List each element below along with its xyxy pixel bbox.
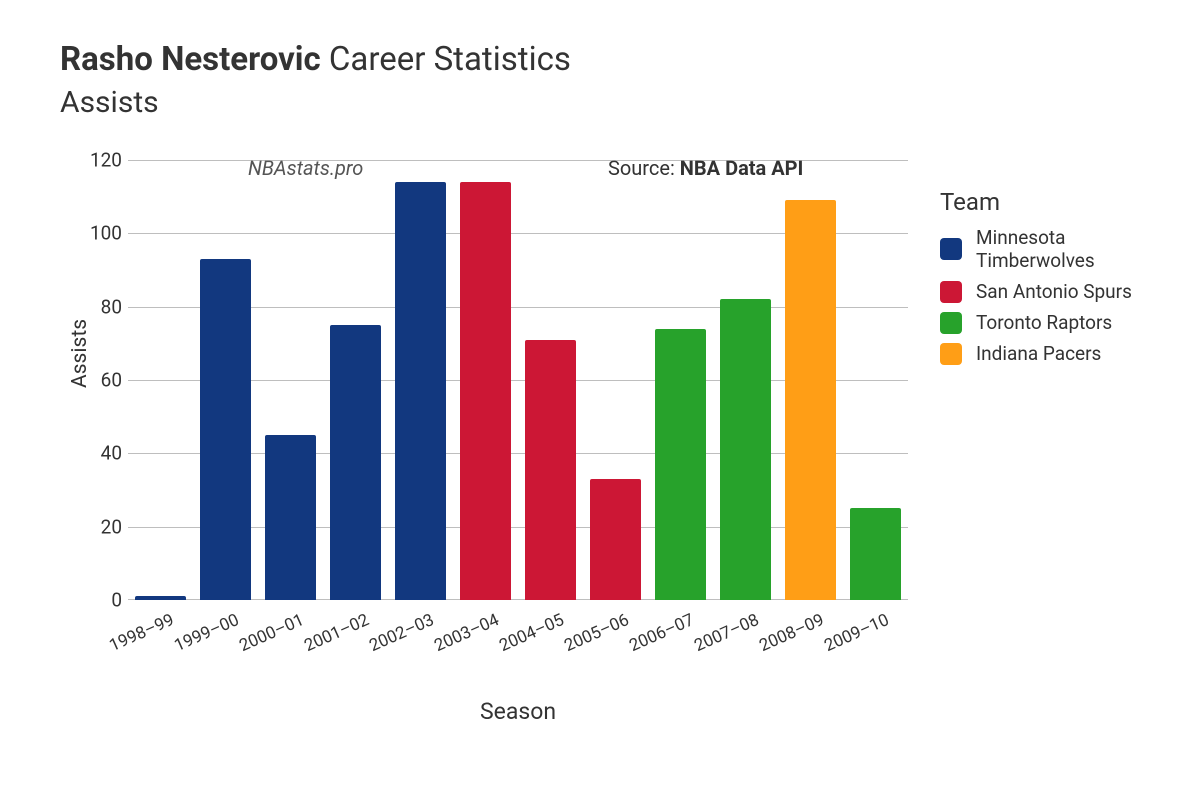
legend: Team Minnesota Timberwolves San Antonio S… xyxy=(940,188,1140,373)
y-tick-label: 100 xyxy=(80,222,122,245)
bar xyxy=(525,340,576,600)
bar xyxy=(460,182,511,600)
y-tick-label: 20 xyxy=(80,515,122,538)
plot-region: 0204060801001201998–991999–002000–012001… xyxy=(128,160,908,600)
legend-label: San Antonio Spurs xyxy=(976,280,1132,303)
title-suffix: Career Statistics xyxy=(329,40,571,79)
bar xyxy=(395,182,446,600)
bar xyxy=(135,596,186,600)
bar xyxy=(785,200,836,600)
legend-label: Indiana Pacers xyxy=(976,342,1101,365)
bar xyxy=(265,435,316,600)
legend-swatch xyxy=(940,238,962,260)
y-tick-label: 120 xyxy=(80,149,122,172)
bar xyxy=(330,325,381,600)
legend-item: San Antonio Spurs xyxy=(940,280,1140,303)
x-tick-label: 1998–99 xyxy=(95,610,176,661)
y-tick-label: 60 xyxy=(80,369,122,392)
bar xyxy=(200,259,251,600)
legend-swatch xyxy=(940,312,962,334)
legend-swatch xyxy=(940,343,962,365)
x-axis-label: Season xyxy=(128,698,908,725)
bar xyxy=(655,329,706,600)
legend-label: Toronto Raptors xyxy=(976,311,1112,334)
y-tick-label: 40 xyxy=(80,442,122,465)
bar xyxy=(720,299,771,600)
legend-swatch xyxy=(940,281,962,303)
bar xyxy=(590,479,641,600)
legend-item: Minnesota Timberwolves xyxy=(940,226,1140,272)
legend-item: Indiana Pacers xyxy=(940,342,1140,365)
y-tick-label: 0 xyxy=(80,589,122,612)
legend-title: Team xyxy=(940,188,1140,216)
player-name: Rasho Nesterovic xyxy=(60,40,321,79)
chart-title-metric: Assists xyxy=(60,85,1140,120)
gridline xyxy=(128,160,908,161)
bar xyxy=(850,508,901,600)
legend-item: Toronto Raptors xyxy=(940,311,1140,334)
chart-area: NBAstats.pro Source: NBA Data API Assist… xyxy=(60,138,1140,698)
chart-container: Rasho Nesterovic Career Statistics Assis… xyxy=(0,0,1200,800)
chart-title-line1: Rasho Nesterovic Career Statistics xyxy=(60,40,1140,79)
legend-label: Minnesota Timberwolves xyxy=(976,226,1140,272)
y-tick-label: 80 xyxy=(80,295,122,318)
